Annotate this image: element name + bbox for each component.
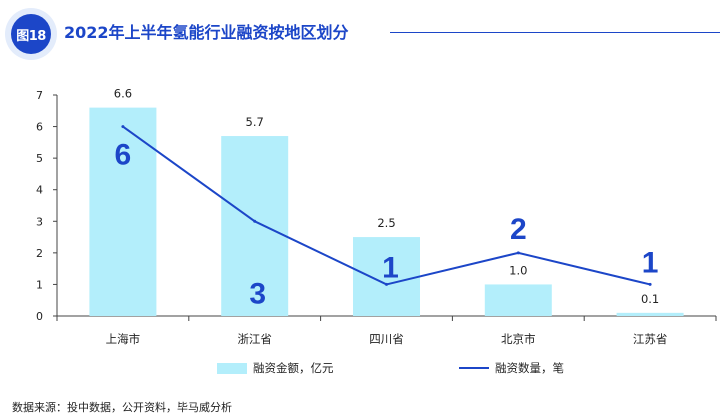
y-tick-label: 1 [36,278,43,291]
x-tick-label: 江苏省 [633,332,668,346]
x-axis: 上海市 浙江省 四川省 北京市 江苏省 [57,316,716,346]
legend-bar-swatch [217,363,247,374]
x-tick-label: 浙江省 [237,332,272,346]
legend-line-swatch [459,367,489,369]
y-tick-label: 0 [36,310,43,323]
bar-data-label: 1.0 [509,263,527,277]
bar-data-label: 6.6 [114,87,132,101]
legend-bar-label: 融资金额，亿元 [253,360,334,376]
line-point [121,125,124,128]
line-data-label: 1 [382,251,399,284]
y-tick-label: 2 [36,247,43,260]
y-tick-label: 3 [36,215,43,228]
bar-data-label: 2.5 [377,216,395,230]
data-source-note: 数据来源：投中数据，公开资料，毕马威分析 [12,399,232,415]
chart-plot: 0 1 2 3 4 5 6 7 上海市 浙江省 四川省 北京市 江苏省 6.6 5.7 2.5 1.0 0.1… [0,0,724,420]
line-data-label: 6 [115,139,132,172]
legend-item-bar: 融资金额，亿元 [217,360,334,376]
line-point [649,283,652,286]
x-tick-label: 北京市 [501,332,536,346]
legend-line-label: 融资数量，笔 [495,360,564,376]
y-tick-label: 5 [36,152,43,165]
line-data-label: 3 [249,277,266,310]
legend-item-line: 融资数量，笔 [459,360,564,376]
bar [617,313,684,316]
y-tick-label: 7 [36,89,43,102]
bar [485,284,552,316]
line-data-label: 2 [510,213,527,246]
bar-data-label: 5.7 [246,115,264,129]
line-data-label: 1 [642,246,659,279]
y-tick-label: 4 [36,184,43,197]
y-axis: 0 1 2 3 4 5 6 7 [36,89,57,323]
chart-legend: 融资金额，亿元 融资数量，笔 [0,358,724,378]
y-tick-label: 6 [36,121,43,134]
line-point [517,251,520,254]
bar-data-label: 0.1 [641,292,659,306]
x-tick-label: 四川省 [369,332,404,346]
x-tick-label: 上海市 [106,332,141,346]
line-point [253,220,256,223]
